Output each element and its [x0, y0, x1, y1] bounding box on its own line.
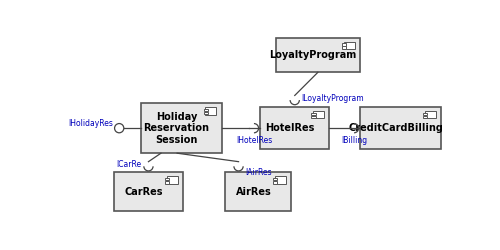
Text: IBilling: IBilling [341, 136, 367, 145]
Text: LoyaltyProgram: LoyaltyProgram [270, 50, 357, 60]
Text: CreditCardBilling: CreditCardBilling [348, 123, 444, 133]
Bar [114, 172, 183, 211]
Bar [165, 178, 170, 180]
Bar [423, 112, 428, 115]
Text: Holiday
Reservation
Session: Holiday Reservation Session [144, 112, 210, 145]
Bar [167, 176, 178, 184]
Bar [276, 38, 360, 72]
Bar [344, 42, 355, 49]
Bar [360, 107, 441, 149]
Bar [206, 107, 216, 114]
Bar [274, 176, 285, 184]
Bar [141, 103, 222, 153]
Bar [312, 116, 316, 118]
Bar [273, 178, 277, 180]
Text: IHotelRes: IHotelRes [236, 136, 272, 145]
Bar [260, 107, 330, 149]
Bar [342, 43, 346, 46]
Text: IHolidayRes: IHolidayRes [68, 119, 113, 128]
Text: CarRes: CarRes [124, 187, 163, 197]
Bar [312, 112, 316, 115]
Bar [342, 46, 346, 49]
Text: AirRes: AirRes [236, 187, 272, 197]
Bar [204, 112, 208, 114]
Bar [165, 181, 170, 184]
Bar [423, 116, 428, 118]
Text: ICarRe: ICarRe [116, 160, 141, 169]
Bar [313, 111, 324, 118]
Circle shape [114, 124, 124, 133]
Bar [226, 172, 291, 211]
Text: IAirRes: IAirRes [246, 168, 272, 177]
Bar [424, 111, 436, 118]
Bar [273, 181, 277, 184]
Text: ILoyaltyProgram: ILoyaltyProgram [302, 94, 364, 103]
Text: HotelRes: HotelRes [266, 123, 315, 133]
Bar [204, 109, 208, 111]
